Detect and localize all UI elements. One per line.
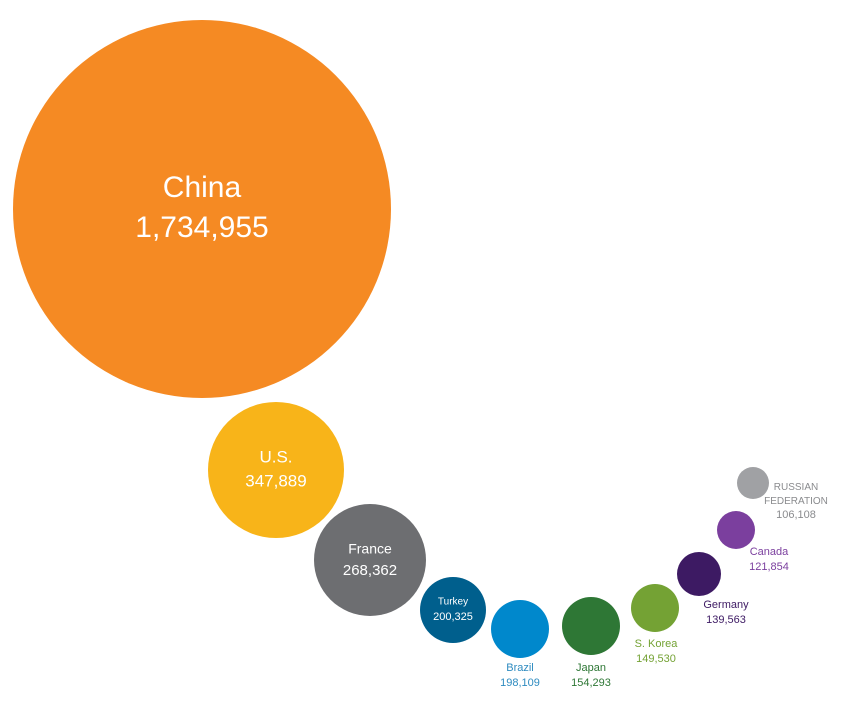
bubble-label-u-s: U.S. [259, 447, 292, 466]
bubble-u-s [208, 402, 344, 538]
bubble-value-canada: 121,854 [749, 561, 789, 573]
bubble-brazil [491, 600, 549, 658]
bubble-group-turkey: Turkey 200,325 [420, 577, 486, 643]
bubble-label-brazil: Brazil [506, 662, 534, 674]
bubble-group-germany: Germany 139,563 [677, 552, 749, 626]
bubble-label-germany: Germany [703, 599, 749, 611]
bubble-group-china: China 1,734,955 [13, 20, 391, 398]
bubble-value-france: 268,362 [343, 562, 397, 579]
bubble-group-canada: Canada 121,854 [717, 511, 789, 573]
bubble-value-germany: 139,563 [706, 614, 746, 626]
bubble-russian-federation [737, 467, 769, 499]
bubble-france [314, 504, 426, 616]
bubble-label-canada: Canada [750, 546, 789, 558]
bubble-value-u-s: 347,889 [245, 471, 306, 490]
bubble-canada [717, 511, 755, 549]
bubble-group-russian-federation: RUSSIAN FEDERATION 106,108 [737, 467, 828, 521]
bubble-group-brazil: Brazil 198,109 [491, 600, 549, 689]
bubble-japan [562, 597, 620, 655]
bubble-group-s-korea: S. Korea 149,530 [631, 584, 679, 665]
bubble-turkey [420, 577, 486, 643]
bubble-label-china: China [163, 171, 242, 204]
bubble-value-japan: 154,293 [571, 677, 611, 689]
bubble-label-turkey: Turkey [438, 597, 468, 608]
bubble-value-china: 1,734,955 [135, 211, 268, 244]
bubble-group-u-s: U.S. 347,889 [208, 402, 344, 538]
bubble-value-turkey: 200,325 [433, 611, 473, 623]
bubble-value-s-korea: 149,530 [636, 653, 676, 665]
bubble-group-france: France 268,362 [314, 504, 426, 616]
bubble-label-russian-federation: RUSSIAN FEDERATION [764, 482, 828, 507]
bubble-label-japan: Japan [576, 662, 606, 674]
bubble-group-japan: Japan 154,293 [562, 597, 620, 689]
bubble-value-brazil: 198,109 [500, 677, 540, 689]
bubble-label-france: France [348, 541, 392, 557]
bubble-china [13, 20, 391, 398]
bubble-label-s-korea: S. Korea [635, 638, 679, 650]
bubble-germany [677, 552, 721, 596]
bubble-s-korea [631, 584, 679, 632]
bubble-value-russian-federation: 106,108 [776, 509, 816, 521]
